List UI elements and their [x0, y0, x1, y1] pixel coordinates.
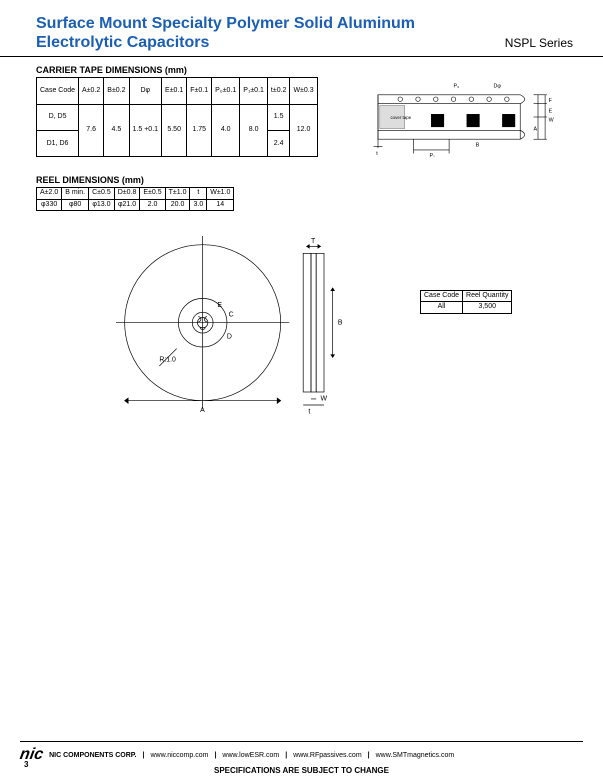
- title-line2: Electrolytic Capacitors: [36, 33, 415, 52]
- svg-text:W: W: [321, 396, 328, 403]
- footer-link: www.lowESR.com: [222, 752, 279, 759]
- reel-title: REEL DIMENSIONS (mm): [36, 175, 603, 185]
- col-case: Case Code: [37, 78, 79, 104]
- series-label: NSPL Series: [505, 36, 573, 52]
- svg-text:B: B: [338, 320, 343, 327]
- svg-text:P₀: P₀: [453, 84, 459, 90]
- table-row: A±2.0 B min. C±0.5 D±0.8 E±0.5 T±1.0 t W…: [37, 188, 234, 199]
- svg-text:W: W: [548, 118, 554, 124]
- svg-text:R:1.0: R:1.0: [159, 357, 176, 364]
- svg-text:P₁: P₁: [429, 153, 435, 157]
- footer-link: www.SMTmagnetics.com: [376, 752, 455, 759]
- carrier-title: CARRIER TAPE DIMENSIONS (mm): [36, 65, 603, 75]
- tape-diagram: cover tape P₀ Dφ F E W A t P₁ B: [358, 77, 558, 157]
- page-number: 3: [24, 760, 28, 769]
- svg-text:T: T: [311, 238, 316, 245]
- qty-table: Case Code Reel Quantity All 3,500: [420, 290, 512, 314]
- svg-text:A: A: [200, 407, 205, 414]
- corp-name: NIC COMPONENTS CORP.: [49, 752, 136, 759]
- svg-text:Dφ: Dφ: [493, 84, 501, 90]
- svg-text:F: F: [548, 98, 552, 104]
- svg-text:C: C: [229, 312, 234, 319]
- svg-text:B: B: [475, 143, 479, 149]
- reel-diagram: E C D R:1.0 A T B W t: [116, 217, 376, 437]
- footer-link: www.niccomp.com: [150, 752, 208, 759]
- logo-icon: nic: [18, 746, 44, 764]
- table-row: Case Code A±0.2 B±0.2 Dφ E±0.1 F±0.1 P₀±…: [37, 78, 318, 104]
- table-row: All 3,500: [421, 302, 512, 313]
- footer-link: www.RFpassives.com: [293, 752, 361, 759]
- svg-text:D: D: [227, 333, 232, 340]
- reel-table: A±2.0 B min. C±0.5 D±0.8 E±0.5 T±1.0 t W…: [36, 187, 234, 211]
- page-header: Surface Mount Specialty Polymer Solid Al…: [0, 0, 603, 57]
- carrier-table: Case Code A±0.2 B±0.2 Dφ E±0.1 F±0.1 P₀±…: [36, 77, 318, 157]
- svg-text:t: t: [308, 409, 310, 416]
- spec-note: SPECIFICATIONS ARE SUBJECT TO CHANGE: [0, 766, 603, 775]
- table-row: Case Code Reel Quantity: [421, 291, 512, 302]
- svg-text:t: t: [376, 152, 378, 158]
- table-row: φ330 φ80 φ13.0 φ21.0 2.0 20.0 3.0 14: [37, 199, 234, 210]
- title-line1: Surface Mount Specialty Polymer Solid Al…: [36, 14, 415, 33]
- svg-text:E: E: [548, 109, 552, 115]
- svg-text:cover tape: cover tape: [390, 115, 411, 120]
- svg-text:A: A: [533, 127, 537, 133]
- svg-text:E: E: [217, 302, 222, 309]
- table-row: D, D5 7.6 4.5 1.5 +0.1 5.50 1.75 4.0 8.0…: [37, 104, 318, 130]
- page-footer: nic NIC COMPONENTS CORP. |www.niccomp.co…: [0, 741, 603, 775]
